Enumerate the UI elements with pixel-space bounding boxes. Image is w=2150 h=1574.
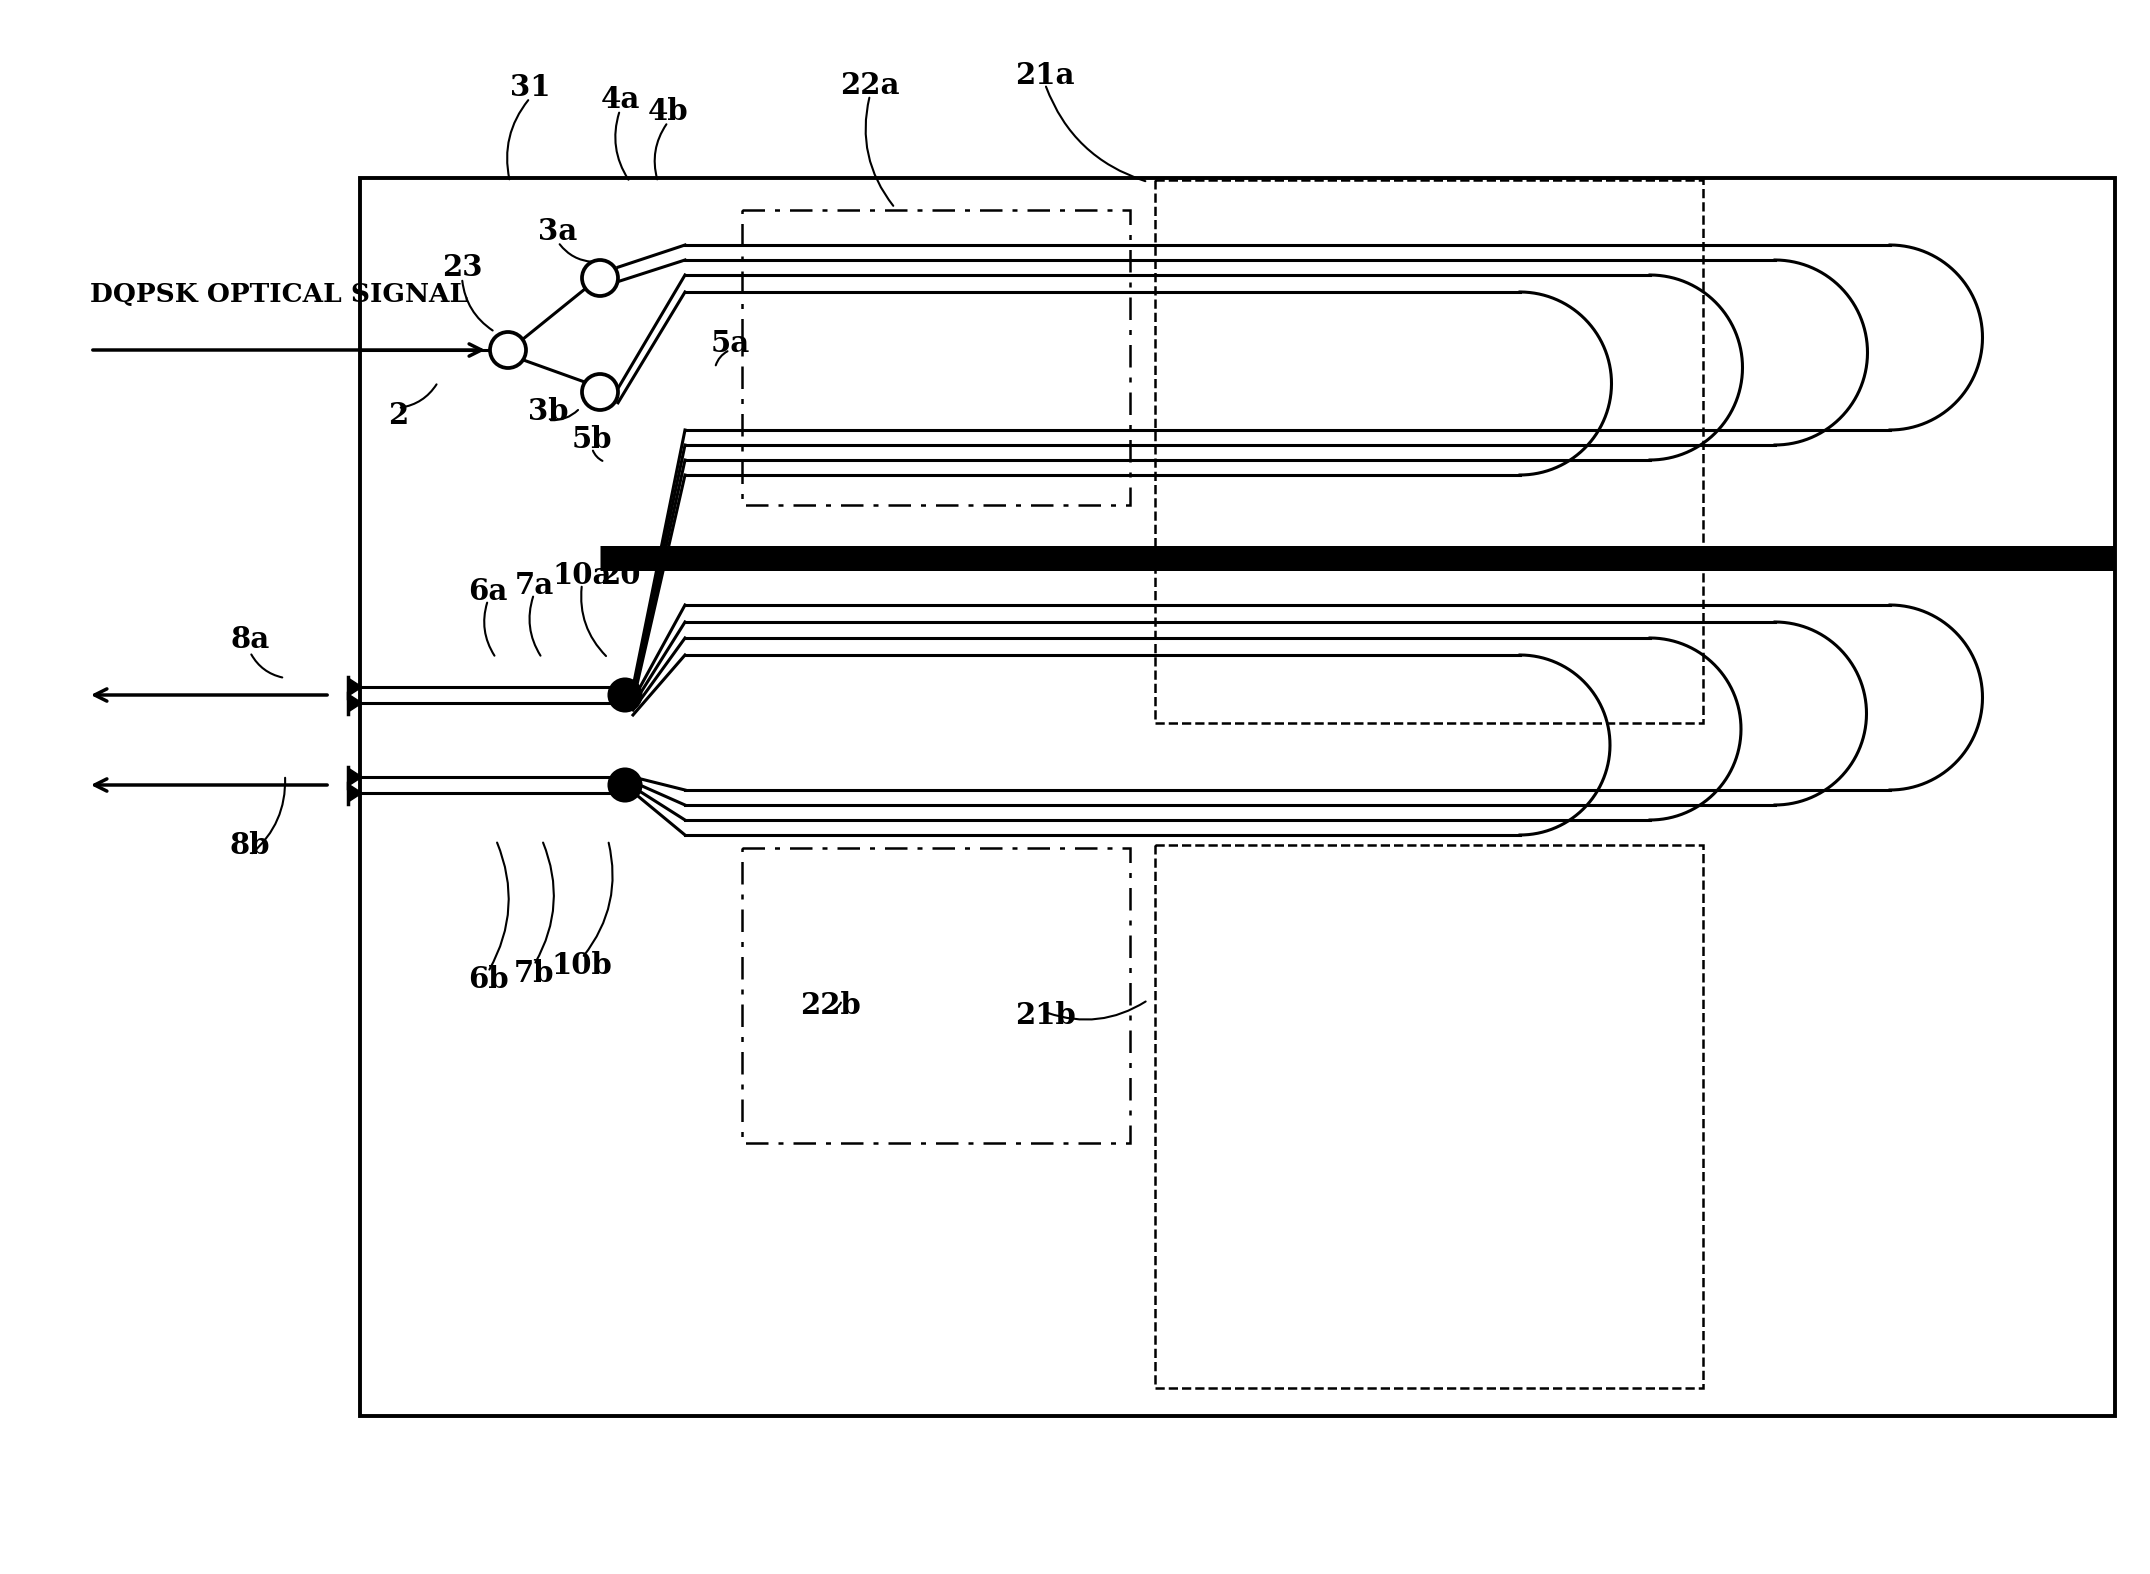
Circle shape <box>583 375 617 409</box>
Text: 7a: 7a <box>514 570 555 600</box>
Text: 21b: 21b <box>1015 1001 1075 1029</box>
Circle shape <box>608 678 641 711</box>
Text: DQPSK OPTICAL SIGNAL: DQPSK OPTICAL SIGNAL <box>90 282 469 307</box>
Bar <box>742 209 1131 505</box>
Circle shape <box>583 260 617 296</box>
Polygon shape <box>348 678 361 696</box>
Polygon shape <box>348 784 361 803</box>
Text: 4b: 4b <box>647 98 688 126</box>
Bar <box>359 178 2116 1417</box>
Circle shape <box>608 770 641 801</box>
Polygon shape <box>348 768 361 785</box>
Text: 5a: 5a <box>710 329 750 357</box>
Text: 10b: 10b <box>553 952 613 981</box>
Text: 31: 31 <box>510 74 550 102</box>
Bar <box>1155 845 1703 1388</box>
Text: 8a: 8a <box>230 625 269 655</box>
Text: 21a: 21a <box>1015 60 1075 90</box>
Text: 8b: 8b <box>230 831 271 859</box>
Text: 22b: 22b <box>800 990 860 1020</box>
Text: 2: 2 <box>387 400 408 430</box>
Text: 22a: 22a <box>841 71 899 99</box>
Text: 3b: 3b <box>527 398 568 427</box>
Text: 6b: 6b <box>469 965 507 995</box>
Text: 7b: 7b <box>514 959 555 987</box>
Text: 23: 23 <box>441 253 482 282</box>
Text: 10a: 10a <box>553 560 613 590</box>
Text: 20: 20 <box>600 562 641 590</box>
Text: 4a: 4a <box>600 85 641 115</box>
Text: 3a: 3a <box>538 217 578 247</box>
Polygon shape <box>348 694 361 711</box>
Circle shape <box>490 332 527 368</box>
Text: 5b: 5b <box>572 425 613 455</box>
Bar <box>742 848 1131 1143</box>
Bar <box>1155 179 1703 722</box>
Text: 6a: 6a <box>469 578 507 606</box>
